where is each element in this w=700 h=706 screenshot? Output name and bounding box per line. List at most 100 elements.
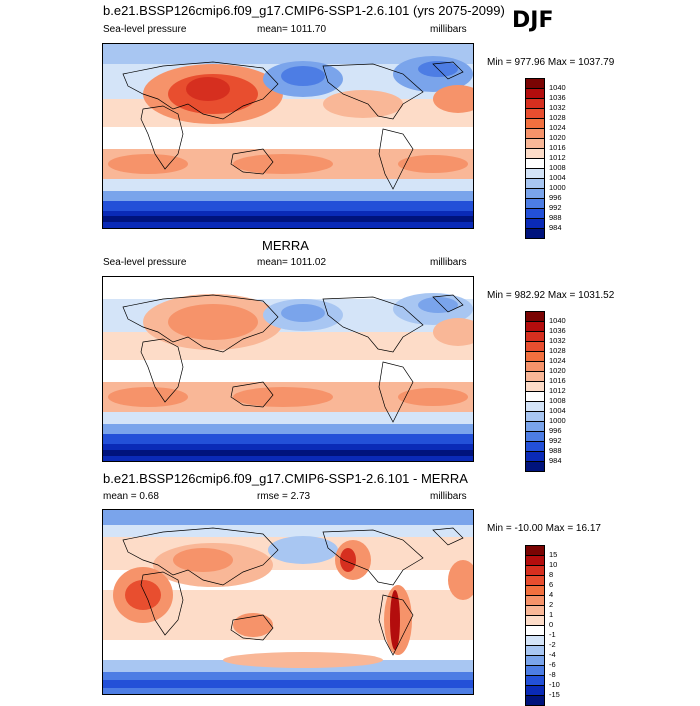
colorbar-swatch: [526, 575, 544, 585]
colorbar-swatch: [526, 391, 544, 401]
colorbar-swatch: [526, 595, 544, 605]
panel-2-mean-label: mean= 1011.02: [257, 257, 327, 268]
panel-2-minmax-label: Min = 982.92 Max = 1031.52: [487, 290, 615, 301]
colorbar-label: 10: [549, 560, 558, 569]
colorbar-swatch: [526, 665, 544, 675]
panel-2-colorbar-boxes: [525, 311, 545, 472]
panel-3-mean-label: mean = 0.68: [103, 491, 159, 502]
colorbar-swatch: [526, 421, 544, 431]
colorbar-label: 8: [549, 570, 554, 579]
colorbar-label: 1032: [549, 336, 566, 345]
colorbar-label: 1040: [549, 83, 566, 92]
colorbar-label: -2: [549, 640, 556, 649]
colorbar-swatch: [526, 178, 544, 188]
colorbar-label: 996: [549, 426, 562, 435]
panel-2-map: [102, 276, 474, 462]
colorbar-swatch: [526, 441, 544, 451]
colorbar-swatch: [526, 351, 544, 361]
colorbar-swatch: [526, 381, 544, 391]
panel-1-variable-label: Sea-level pressure: [103, 24, 187, 35]
colorbar-label: -1: [549, 630, 556, 639]
colorbar-swatch: [526, 635, 544, 645]
colorbar-label: 1036: [549, 326, 566, 335]
colorbar-label: -6: [549, 660, 556, 669]
panel-2-slp-field: [103, 277, 473, 461]
colorbar-swatch: [526, 108, 544, 118]
colorbar-label: -10: [549, 680, 560, 689]
colorbar-swatch: [526, 158, 544, 168]
colorbar-swatch: [526, 341, 544, 351]
panel-3-rmse-label: rmse = 2.73: [257, 491, 311, 502]
colorbar-label: 1040: [549, 316, 566, 325]
colorbar-label: 1024: [549, 356, 566, 365]
colorbar-swatch: [526, 118, 544, 128]
colorbar-swatch: [526, 218, 544, 228]
colorbar-swatch: [526, 451, 544, 461]
panel-1-minmax-label: Min = 977.96 Max = 1037.79: [487, 57, 615, 68]
colorbar-swatch: [526, 321, 544, 331]
colorbar-swatch: [526, 98, 544, 108]
colorbar-swatch: [526, 695, 544, 705]
panel-1-title: b.e21.BSSP126cmip6.f09_g17.CMIP6-SSP1-2.…: [103, 3, 505, 18]
colorbar-label: 992: [549, 203, 562, 212]
colorbar-swatch: [526, 401, 544, 411]
panel-3-title: b.e21.BSSP126cmip6.f09_g17.CMIP6-SSP1-2.…: [103, 471, 468, 486]
colorbar-swatch: [526, 555, 544, 565]
colorbar-swatch: [526, 168, 544, 178]
colorbar-label: 1012: [549, 153, 566, 162]
panel-1-units-label: millibars: [430, 24, 467, 35]
colorbar-swatch: [526, 585, 544, 595]
panel-3-colorbar-boxes: [525, 545, 545, 706]
colorbar-label: 996: [549, 193, 562, 202]
colorbar-label: 1000: [549, 183, 566, 192]
colorbar-label: 2: [549, 600, 554, 609]
colorbar-label: 1: [549, 610, 554, 619]
panel-3-units-label: millibars: [430, 491, 467, 502]
colorbar-swatch: [526, 208, 544, 218]
colorbar-label: 0: [549, 620, 554, 629]
colorbar-swatch: [526, 188, 544, 198]
colorbar-swatch: [526, 615, 544, 625]
colorbar-swatch: [526, 88, 544, 98]
colorbar-label: 992: [549, 436, 562, 445]
colorbar-swatch: [526, 461, 544, 471]
colorbar-label: 1020: [549, 366, 566, 375]
panel-2-variable-label: Sea-level pressure: [103, 257, 187, 268]
panel-1-colorbar-boxes: [525, 78, 545, 239]
colorbar-label: -4: [549, 650, 556, 659]
colorbar-swatch: [526, 148, 544, 158]
colorbar-swatch: [526, 546, 544, 555]
colorbar-label: 1032: [549, 103, 566, 112]
panel-1-mean-label: mean= 1011.70: [257, 24, 327, 35]
colorbar-label: -8: [549, 670, 556, 679]
colorbar-swatch: [526, 361, 544, 371]
panel-2-colorbar: 1040 1036 1032 1028 1024 1020 1016 1012 1008 1004…: [525, 311, 566, 472]
colorbar-swatch: [526, 371, 544, 381]
colorbar-swatch: [526, 138, 544, 148]
colorbar-swatch: [526, 331, 544, 341]
panel-3-colorbar: 15 10 8 6 4 2 1 0 -1 -2 -4 -6 -8 -10 -15: [525, 545, 560, 706]
colorbar-label: 988: [549, 446, 562, 455]
panel-2-units-label: millibars: [430, 257, 467, 268]
colorbar-label: 988: [549, 213, 562, 222]
colorbar-swatch: [526, 312, 544, 321]
colorbar-swatch: [526, 79, 544, 88]
colorbar-label: 984: [549, 456, 562, 465]
panel-1-map: [102, 43, 474, 229]
colorbar-label: 1028: [549, 113, 566, 122]
colorbar-label: 1024: [549, 123, 566, 132]
colorbar-swatch: [526, 431, 544, 441]
colorbar-label: 984: [549, 223, 562, 232]
colorbar-swatch: [526, 625, 544, 635]
colorbar-label: 6: [549, 580, 554, 589]
colorbar-label: 1016: [549, 143, 566, 152]
colorbar-label: 1028: [549, 346, 566, 355]
panel-3-map: [102, 509, 474, 695]
colorbar-label: 4: [549, 590, 554, 599]
panel-1-colorbar: 1040 1036 1032 1028 1024 1020 1016 1012 1008 1004…: [525, 78, 566, 239]
colorbar-label: 1036: [549, 93, 566, 102]
colorbar-swatch: [526, 128, 544, 138]
panel-1-slp-field: [103, 44, 473, 228]
panel-3-minmax-label: Min = -10.00 Max = 16.17: [487, 523, 601, 534]
colorbar-swatch: [526, 605, 544, 615]
